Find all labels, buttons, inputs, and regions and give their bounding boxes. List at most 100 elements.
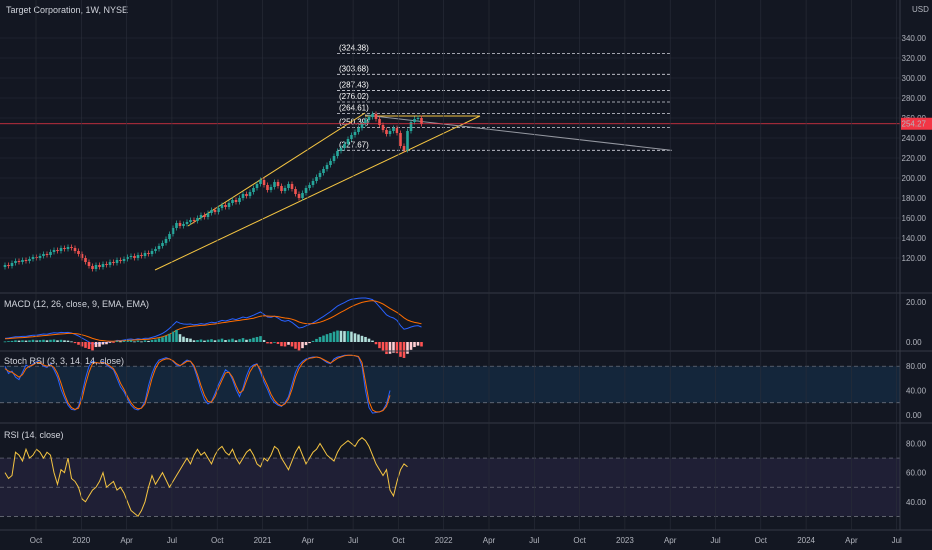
candle-body [367, 117, 371, 120]
y-tick-label: 180.00 [902, 194, 927, 203]
candle-body [304, 188, 308, 193]
macd-histogram-bar [294, 342, 297, 349]
candle-body [381, 125, 385, 130]
projection-line [364, 114, 673, 151]
stoch-rsi-pane[interactable]: 80.00 40.00 0.00 [0, 354, 927, 420]
macd-histogram-bar [325, 334, 329, 342]
macd-histogram-bar [203, 340, 206, 342]
macd-histogram-bar [322, 335, 325, 342]
price-pane[interactable]: 120.00 140.00 160.00 180.00 200.00 220.00 240.… [0, 34, 932, 272]
candle-body [70, 247, 73, 248]
macd-histogram-bar [133, 341, 136, 343]
y-tick-label: 340.00 [902, 34, 927, 43]
macd-histogram-bar [287, 342, 290, 345]
macd-histogram-bar [357, 334, 360, 342]
candle-body [252, 188, 255, 192]
macd-histogram-bar [420, 342, 423, 347]
macd-histogram-bar [413, 342, 416, 348]
candle-body [413, 119, 416, 122]
candle-body [136, 255, 140, 258]
candle-body [3, 265, 7, 267]
rsi-pane[interactable]: 80.00 60.00 40.00 [0, 437, 927, 518]
y-tick-label: 320.00 [902, 54, 927, 63]
macd-histogram-bar [245, 339, 248, 342]
macd-histogram-bar [315, 338, 318, 342]
macd-histogram-bar [374, 342, 378, 345]
candle-body [14, 261, 17, 263]
candle-body [360, 124, 364, 128]
candle-body [241, 194, 245, 198]
macd-histogram-bar [24, 340, 28, 342]
macd-histogram-bar [346, 331, 350, 342]
macd-title: MACD (12, 26, close, 9, EMA, EMA) [4, 299, 149, 309]
candle-body [38, 256, 42, 258]
candle-body [325, 165, 329, 169]
macd-histogram-bar [98, 342, 101, 347]
macd-histogram-bar [227, 339, 231, 342]
macd-histogram-bar [77, 342, 80, 345]
macd-histogram-bar [35, 340, 38, 342]
candle-body [115, 260, 119, 263]
macd-pane[interactable]: 20.00 0.00 [3, 297, 927, 358]
candle-body [234, 200, 238, 202]
series-line [4, 297, 422, 345]
macd-histogram-bar [353, 333, 357, 342]
candle-body [385, 130, 388, 134]
macd-histogram-bar [73, 342, 77, 344]
x-tick-label: Jul [892, 536, 902, 545]
candle-body [364, 120, 367, 124]
candle-body [140, 255, 143, 256]
x-tick-label: 2024 [797, 536, 815, 545]
x-tick-label: 2021 [254, 536, 272, 545]
candle-body [45, 254, 49, 255]
macd-histogram-bar [199, 339, 203, 342]
candle-body [318, 173, 322, 177]
macd-histogram-bar [38, 340, 42, 342]
macd-histogram-bar [360, 335, 364, 342]
macd-histogram-bar [17, 340, 21, 342]
x-tick-label: Apr [483, 536, 496, 545]
candle-body [392, 128, 395, 131]
candle-body [87, 262, 91, 266]
macd-histogram-bar [196, 340, 199, 342]
candle-body [196, 218, 199, 221]
candle-body [105, 264, 108, 265]
macd-histogram-bar [395, 342, 399, 354]
x-tick-label: Oct [30, 536, 43, 545]
candle-body [371, 114, 374, 117]
macd-histogram-bar [308, 342, 311, 344]
y-tick-label: 160.00 [902, 214, 927, 223]
last-price-tag [901, 117, 932, 130]
candle-body [402, 146, 406, 150]
candle-body [171, 228, 175, 234]
macd-histogram-bar [252, 337, 255, 342]
candle-body [294, 189, 297, 194]
time-axis[interactable]: Oct 2020 Apr Jul Oct 2021 Apr Jul Oct 2022 Apr Jul O… [30, 536, 902, 545]
fib-level-label: (303.68) [339, 64, 369, 73]
y-tick-label: 280.00 [902, 94, 927, 103]
candle-body [259, 180, 262, 184]
stoch-rsi-title: Stoch RSI (3, 3, 14, 14, close) [4, 356, 124, 366]
candle-body [94, 265, 98, 269]
macd-histogram-bar [416, 342, 420, 346]
macd-histogram-bar [105, 342, 108, 345]
candle-body [388, 131, 392, 134]
macd-histogram-bar [217, 339, 220, 342]
y-tick-label: 20.00 [906, 298, 927, 307]
rsi-title: RSI (14, close) [4, 430, 64, 440]
macd-histogram-bar [143, 340, 147, 342]
macd-histogram-bar [136, 340, 140, 342]
candle-body [409, 122, 413, 131]
y-tick-label: 240.00 [902, 134, 927, 143]
macd-histogram-bar [283, 342, 287, 347]
candle-body [59, 248, 63, 251]
y-tick-label: 300.00 [902, 74, 927, 83]
macd-histogram-bar [49, 339, 52, 342]
candle-body [119, 260, 122, 261]
candle-body [178, 223, 182, 226]
x-tick-label: Apr [845, 536, 858, 545]
candle-body [231, 200, 234, 203]
x-tick-label: Jul [348, 536, 358, 545]
macd-histogram-bar [140, 341, 143, 343]
